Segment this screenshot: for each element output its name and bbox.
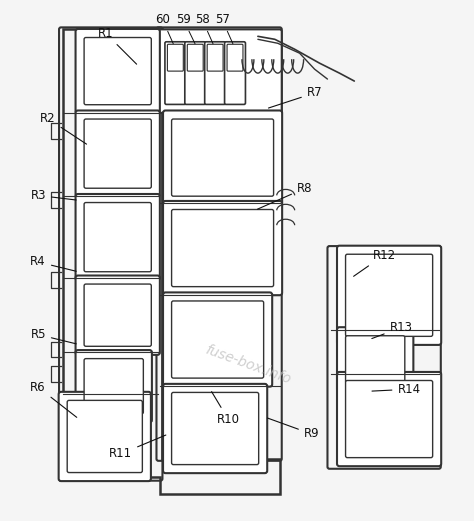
Text: fuse-box.info: fuse-box.info <box>203 342 293 387</box>
FancyBboxPatch shape <box>172 392 259 465</box>
FancyBboxPatch shape <box>207 44 223 71</box>
Text: R7: R7 <box>268 86 322 108</box>
Text: 59: 59 <box>176 13 195 44</box>
Text: R1: R1 <box>98 27 137 64</box>
Text: R2: R2 <box>40 113 87 144</box>
Text: R13: R13 <box>372 321 412 339</box>
FancyBboxPatch shape <box>84 358 143 414</box>
Text: R5: R5 <box>30 328 76 344</box>
FancyBboxPatch shape <box>84 119 151 188</box>
FancyBboxPatch shape <box>346 254 433 337</box>
FancyBboxPatch shape <box>156 29 282 113</box>
FancyBboxPatch shape <box>163 110 282 205</box>
FancyBboxPatch shape <box>205 42 226 104</box>
FancyBboxPatch shape <box>185 42 206 104</box>
FancyBboxPatch shape <box>163 201 282 295</box>
Text: R8: R8 <box>257 182 312 209</box>
FancyBboxPatch shape <box>172 209 273 287</box>
FancyBboxPatch shape <box>172 119 273 196</box>
FancyBboxPatch shape <box>346 336 405 383</box>
Text: R12: R12 <box>354 249 396 276</box>
FancyBboxPatch shape <box>163 384 267 473</box>
Text: R11: R11 <box>109 435 166 461</box>
FancyBboxPatch shape <box>75 350 152 423</box>
FancyBboxPatch shape <box>75 29 160 113</box>
FancyBboxPatch shape <box>84 38 151 105</box>
FancyBboxPatch shape <box>165 42 186 104</box>
Text: R3: R3 <box>30 189 76 202</box>
FancyBboxPatch shape <box>75 110 160 197</box>
FancyBboxPatch shape <box>84 284 151 346</box>
FancyBboxPatch shape <box>163 292 272 387</box>
FancyBboxPatch shape <box>227 44 243 71</box>
Text: R10: R10 <box>211 392 239 426</box>
Text: R4: R4 <box>30 255 76 271</box>
Text: 58: 58 <box>195 13 213 44</box>
Text: 60: 60 <box>155 13 173 44</box>
Text: R6: R6 <box>30 381 77 417</box>
FancyBboxPatch shape <box>172 301 264 378</box>
FancyBboxPatch shape <box>346 380 433 457</box>
FancyBboxPatch shape <box>337 246 441 345</box>
FancyBboxPatch shape <box>59 392 151 481</box>
FancyBboxPatch shape <box>75 276 160 355</box>
FancyBboxPatch shape <box>337 372 441 466</box>
Text: 57: 57 <box>215 13 233 44</box>
Text: R14: R14 <box>372 383 420 396</box>
FancyBboxPatch shape <box>67 400 142 473</box>
FancyBboxPatch shape <box>75 194 160 280</box>
FancyBboxPatch shape <box>84 203 151 272</box>
FancyBboxPatch shape <box>225 42 246 104</box>
FancyBboxPatch shape <box>337 327 413 392</box>
Text: R9: R9 <box>267 418 319 440</box>
FancyBboxPatch shape <box>187 44 203 71</box>
FancyBboxPatch shape <box>167 44 183 71</box>
